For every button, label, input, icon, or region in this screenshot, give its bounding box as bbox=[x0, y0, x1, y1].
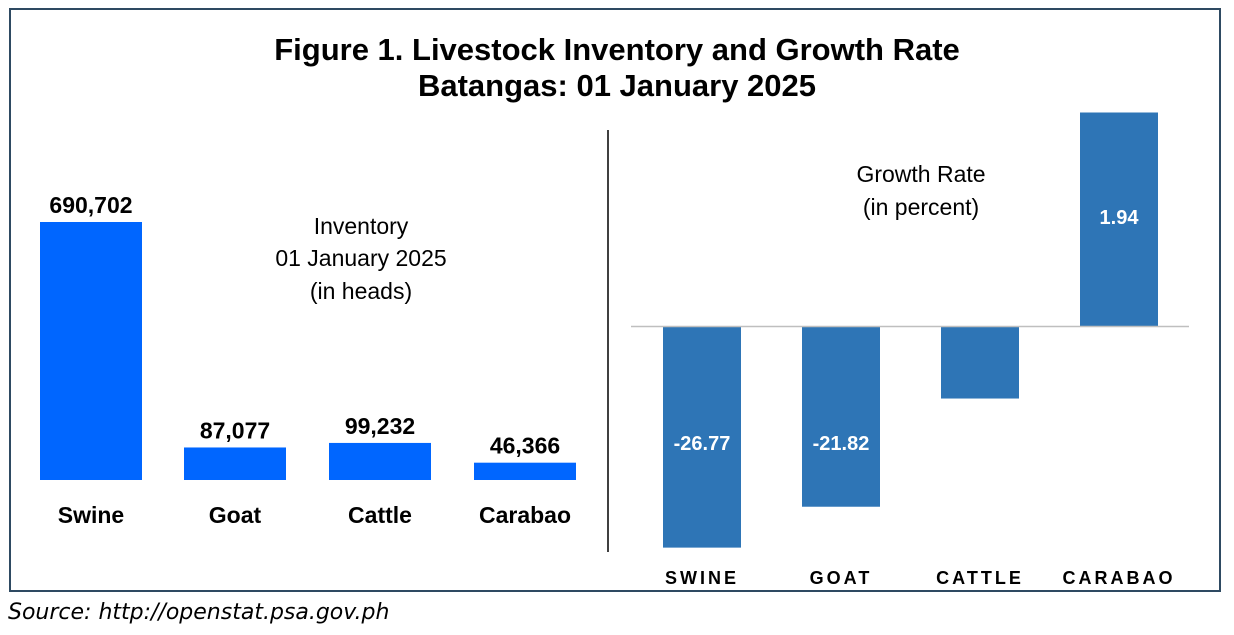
inventory-value-label: 87,077 bbox=[200, 417, 270, 443]
figure-title-line-2: Batangas: 01 January 2025 bbox=[417, 68, 817, 103]
figure-frame: Figure 1. Livestock Inventory and Growth… bbox=[9, 8, 1221, 592]
figure-title-line-1: Figure 1. Livestock Inventory and Growth… bbox=[274, 32, 960, 67]
chart-divider bbox=[607, 130, 609, 552]
source-note: Source: http://openstat.psa.gov.ph bbox=[8, 600, 390, 625]
inventory-bar-cattle bbox=[329, 442, 431, 480]
inventory-category-label: Goat bbox=[209, 502, 262, 528]
growth-category-label: CATTLE bbox=[936, 568, 1024, 588]
inventory-bar-swine bbox=[40, 222, 142, 480]
growth-value-label: 1.94 bbox=[1100, 207, 1140, 229]
inventory-value-label: 99,232 bbox=[345, 413, 415, 439]
growth-category-label: CARABAO bbox=[1063, 568, 1176, 588]
inventory-category-label: Carabao bbox=[479, 502, 571, 528]
growth-value-label: -26.77 bbox=[674, 433, 731, 455]
inventory-category-label: Swine bbox=[58, 502, 124, 528]
inventory-category-label: Cattle bbox=[348, 502, 412, 528]
inventory-bar-goat bbox=[184, 447, 286, 480]
growth-category-label: GOAT bbox=[810, 568, 873, 588]
growth-category-label: SWINE bbox=[665, 568, 739, 588]
growth-chart-title-line: Growth Rate bbox=[856, 161, 985, 187]
inventory-bar-carabao bbox=[474, 462, 576, 480]
inventory-chart: 690,702 Swine 87,077 Goat 99,232 Cattle 46,366… bbox=[40, 192, 576, 528]
inventory-chart-title-line: 01 January 2025 bbox=[275, 245, 446, 271]
growth-bar-cattle bbox=[941, 326, 1019, 399]
figure-title: Figure 1. Livestock Inventory and Growth… bbox=[11, 32, 1223, 104]
growth-rate-chart: -26.77 SWINE -21.82 GOAT -8.72 CATTLE 1.94 CARA… bbox=[631, 112, 1189, 588]
growth-chart-title-line: (in percent) bbox=[863, 194, 979, 220]
inventory-chart-title-line: (in heads) bbox=[310, 278, 412, 304]
growth-value-label: -21.82 bbox=[813, 433, 870, 455]
growth-bar-goat bbox=[802, 326, 880, 507]
growth-value-label: -8.72 bbox=[957, 433, 1003, 455]
inventory-value-label: 690,702 bbox=[49, 192, 132, 218]
inventory-value-label: 46,366 bbox=[490, 433, 560, 459]
growth-bar-swine bbox=[663, 326, 741, 548]
inventory-chart-title-line: Inventory bbox=[314, 213, 409, 239]
growth-bar-carabao bbox=[1080, 112, 1158, 327]
